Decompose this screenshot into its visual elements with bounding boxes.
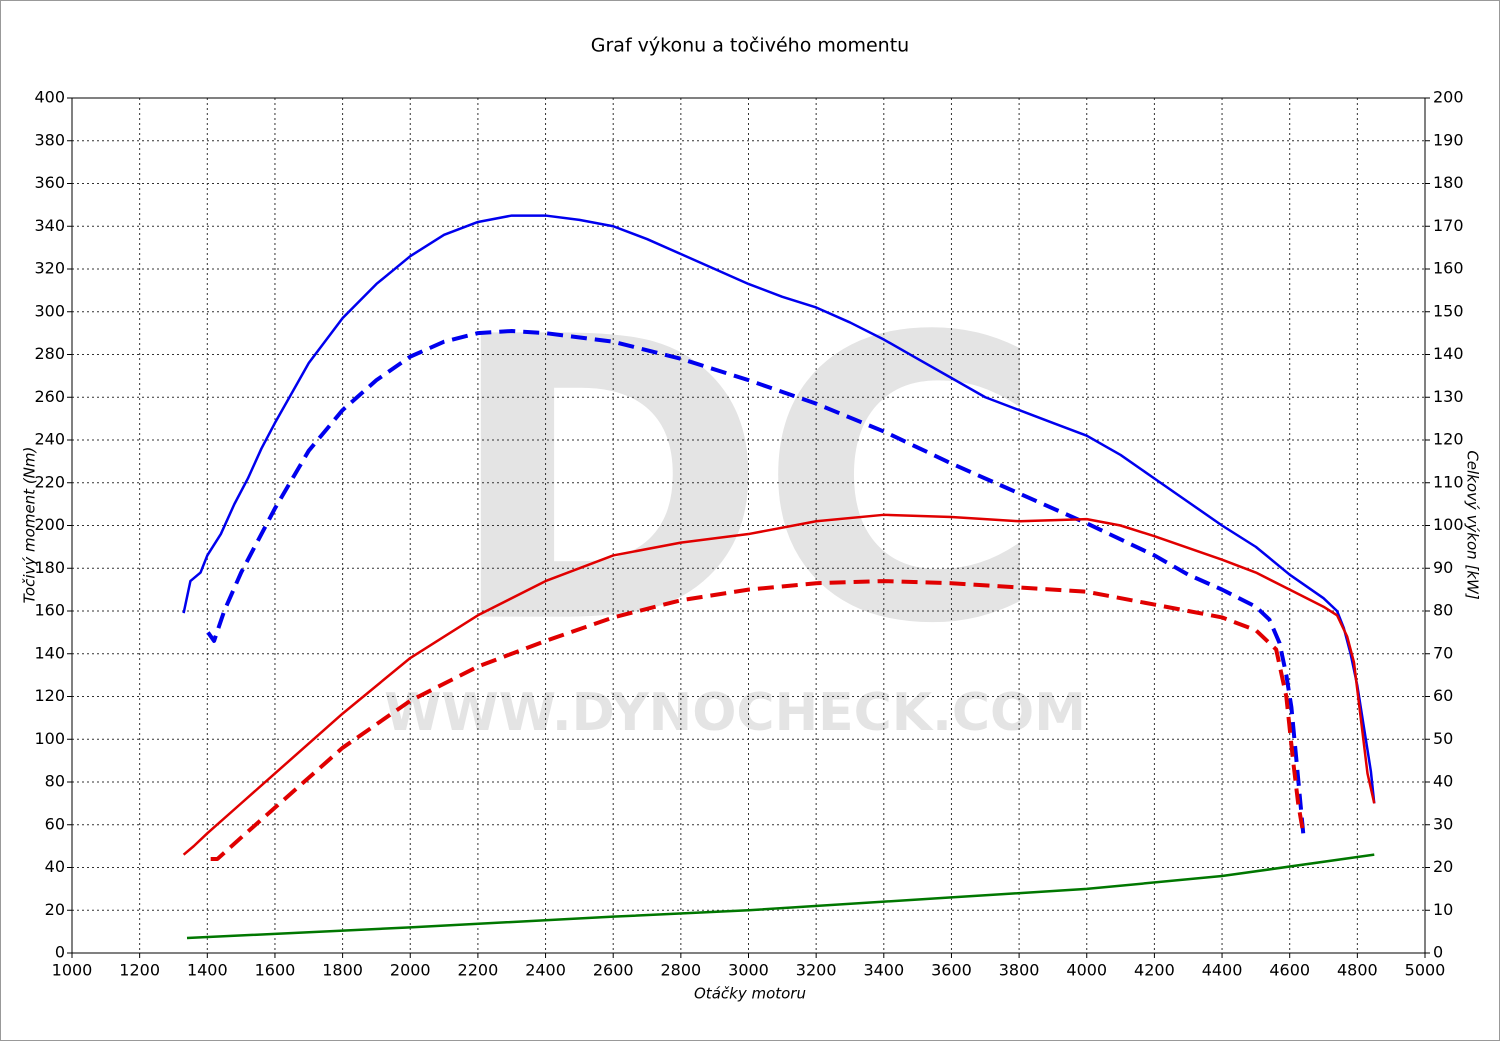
watermark-logo: DC: [445, 255, 1035, 709]
y2-tick-label: 190: [1433, 130, 1464, 149]
y2-tick-label: 70: [1433, 643, 1453, 662]
y-tick-label: 260: [34, 387, 65, 406]
y-tick-label: 280: [34, 344, 65, 363]
plot-border: [71, 97, 1426, 954]
series-line: [182, 214, 1376, 804]
x-tick-label: 1800: [322, 961, 363, 980]
x-tick-label: 4400: [1202, 961, 1243, 980]
y2-tick-label: 30: [1433, 814, 1453, 833]
x-tick-label: 1000: [52, 961, 93, 980]
x-tick-label: 3600: [931, 961, 972, 980]
x-tick-label: 4600: [1269, 961, 1310, 980]
x-tick-label: 3800: [999, 961, 1040, 980]
y2-tick-label: 80: [1433, 601, 1453, 620]
x-tick-label: 1400: [187, 961, 228, 980]
y2-tick-label: 100: [1433, 515, 1464, 534]
y2-tick-label: 60: [1433, 686, 1453, 705]
x-tick-label: 3400: [863, 961, 904, 980]
y2-axis-label: Celkový výkon [kW]: [1464, 450, 1482, 600]
y2-tick-label: 120: [1433, 430, 1464, 449]
y2-tick-label: 50: [1433, 729, 1453, 748]
y-tick-label: 200: [34, 515, 65, 534]
y-tick-label: 20: [45, 900, 65, 919]
series-line: [206, 328, 1306, 834]
y-tick-label: 160: [34, 601, 65, 620]
x-tick-label: 1600: [255, 961, 296, 980]
y-tick-label: 340: [34, 216, 65, 235]
y-axis-label: Točivý moment (Nm): [21, 447, 39, 604]
x-tick-label: 4800: [1337, 961, 1378, 980]
y-tick-label: 60: [45, 814, 65, 833]
series-line: [182, 513, 1376, 856]
y2-tick-label: 0: [1433, 943, 1443, 962]
y-tick-label: 400: [34, 88, 65, 107]
y2-tick-label: 180: [1433, 173, 1464, 192]
series-line: [210, 579, 1306, 861]
series-line: [186, 853, 1375, 940]
y-tick-label: 300: [34, 301, 65, 320]
y-tick-label: 140: [34, 643, 65, 662]
x-tick-label: 1200: [119, 961, 160, 980]
y2-tick-label: 110: [1433, 472, 1464, 491]
watermark-url: WWW.DYNOCHECK.COM: [384, 683, 1086, 743]
x-tick-label: 2400: [525, 961, 566, 980]
y-tick-label: 320: [34, 259, 65, 278]
y2-tick-label: 140: [1433, 344, 1464, 363]
y2-tick-label: 170: [1433, 216, 1464, 235]
y-tick-label: 120: [34, 686, 65, 705]
y2-tick-label: 10: [1433, 900, 1453, 919]
y2-tick-label: 130: [1433, 387, 1464, 406]
x-tick-label: 2800: [660, 961, 701, 980]
x-tick-label: 2200: [458, 961, 499, 980]
y-tick-label: 80: [45, 772, 65, 791]
y-tick-label: 40: [45, 857, 65, 876]
x-tick-label: 3000: [728, 961, 769, 980]
y-tick-label: 0: [55, 943, 65, 962]
y-tick-label: 220: [34, 472, 65, 491]
y-tick-label: 240: [34, 430, 65, 449]
y-tick-label: 100: [34, 729, 65, 748]
y2-tick-label: 200: [1433, 88, 1464, 107]
x-tick-label: 4000: [1066, 961, 1107, 980]
y2-tick-label: 160: [1433, 259, 1464, 278]
y-tick-label: 360: [34, 173, 65, 192]
x-tick-label: 4200: [1134, 961, 1175, 980]
y2-tick-label: 20: [1433, 857, 1453, 876]
y2-tick-label: 90: [1433, 558, 1453, 577]
x-tick-label: 3200: [796, 961, 837, 980]
chart-title: Graf výkonu a točivého momentu: [591, 35, 909, 57]
x-tick-label: 2600: [593, 961, 634, 980]
y2-tick-label: 40: [1433, 772, 1453, 791]
y-tick-label: 380: [34, 130, 65, 149]
y2-tick-label: 150: [1433, 301, 1464, 320]
x-axis-label: Otáčky motoru: [694, 985, 806, 1003]
x-tick-label: 5000: [1405, 961, 1446, 980]
x-tick-label: 2000: [390, 961, 431, 980]
y-tick-label: 180: [34, 558, 65, 577]
